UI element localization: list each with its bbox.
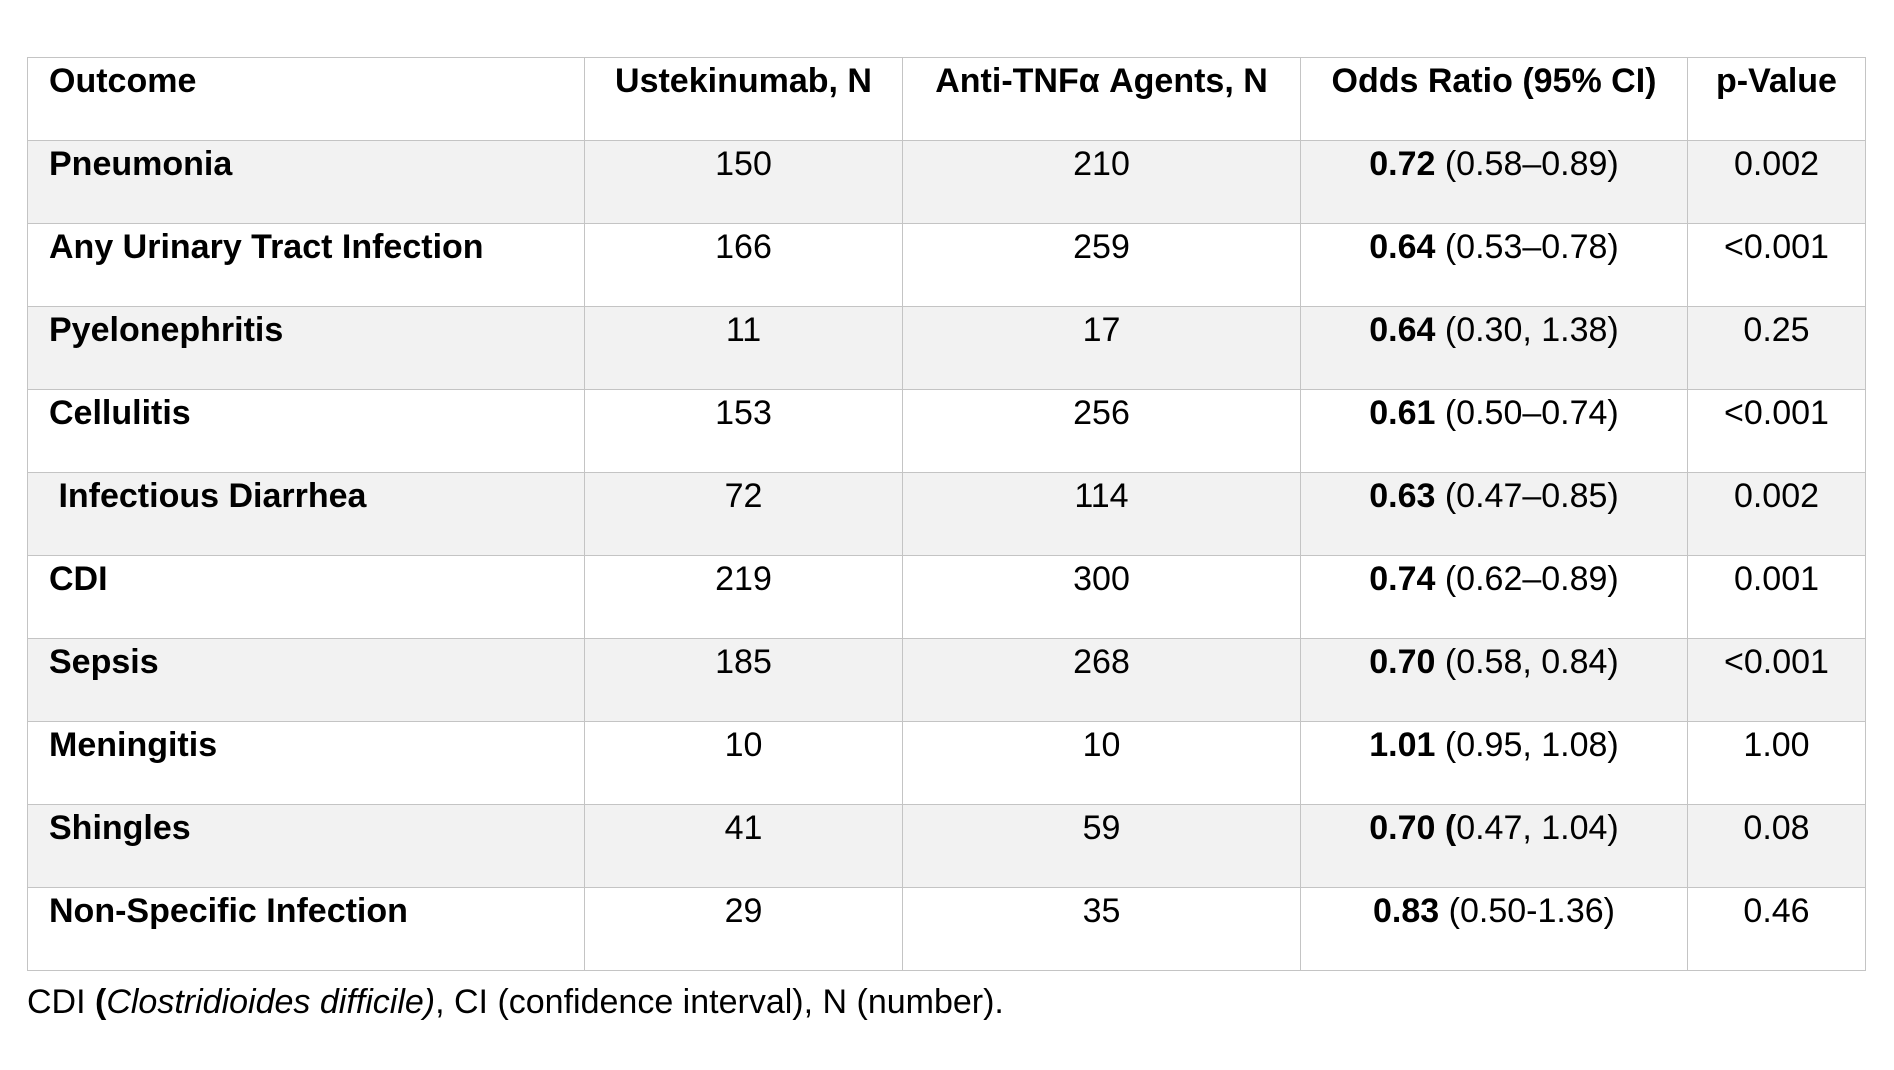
outcome-cell: Cellulitis — [27, 389, 585, 473]
p-value-cell: 0.002 — [1687, 140, 1866, 224]
table-row: Pneumonia 150 210 0.72 (0.58–0.89) 0.002 — [27, 140, 1866, 224]
odds-ratio-ci: (0.62–0.89) — [1435, 560, 1619, 598]
outcome-cell: Sepsis — [27, 638, 585, 722]
footnote-organism: Clostridioides difficile) — [106, 983, 436, 1021]
odds-ratio-ci: (0.58–0.89) — [1435, 145, 1619, 183]
ustekinumab-count-cell: 10 — [584, 721, 903, 805]
table-body: Pneumonia 150 210 0.72 (0.58–0.89) 0.002 Any … — [27, 140, 1866, 971]
odds-ratio-ci: 0.47, 1.04) — [1456, 809, 1619, 847]
table-row: Cellulitis 153 256 0.61 (0.50–0.74) <0.001 — [27, 389, 1866, 473]
header-p-value: p-Value — [1687, 57, 1866, 141]
odds-ratio-cell: 0.74 (0.62–0.89) — [1300, 555, 1688, 639]
anti-tnf-count-cell: 210 — [902, 140, 1301, 224]
header-outcome: Outcome — [27, 57, 585, 141]
ustekinumab-count-cell: 153 — [584, 389, 903, 473]
odds-ratio-value: 0.83 — [1373, 892, 1440, 930]
table-row: Non-Specific Infection 29 35 0.83 (0.50-1.3… — [27, 887, 1866, 971]
anti-tnf-count-cell: 17 — [902, 306, 1301, 390]
p-value-cell: 0.002 — [1687, 472, 1866, 556]
footnote-open-paren: ( — [95, 983, 107, 1021]
p-value-cell: 0.46 — [1687, 887, 1866, 971]
anti-tnf-count-cell: 114 — [902, 472, 1301, 556]
p-value-cell: <0.001 — [1687, 223, 1866, 307]
header-ustekinumab: Ustekinumab, N — [584, 57, 903, 141]
table-row: Any Urinary Tract Infection 166 259 0.64 (0… — [27, 223, 1866, 307]
ustekinumab-count-cell: 219 — [584, 555, 903, 639]
p-value-cell: 0.25 — [1687, 306, 1866, 390]
ustekinumab-count-cell: 11 — [584, 306, 903, 390]
odds-ratio-cell: 1.01 (0.95, 1.08) — [1300, 721, 1688, 805]
odds-ratio-ci: (0.50-1.36) — [1439, 892, 1615, 930]
p-value-cell: <0.001 — [1687, 638, 1866, 722]
p-value-cell: 0.001 — [1687, 555, 1866, 639]
table-row: Shingles 41 59 0.70 (0.47, 1.04) 0.08 — [27, 804, 1866, 888]
table-row: Meningitis 10 10 1.01 (0.95, 1.08) 1.00 — [27, 721, 1866, 805]
outcome-cell: Any Urinary Tract Infection — [27, 223, 585, 307]
odds-ratio-value: 0.61 — [1369, 394, 1436, 432]
odds-ratio-value: 0.70 ( — [1369, 809, 1457, 847]
table-footnote: CDI (Clostridioides difficile), CI (conf… — [27, 985, 1004, 1019]
odds-ratio-value: 0.72 — [1369, 145, 1436, 183]
anti-tnf-count-cell: 35 — [902, 887, 1301, 971]
p-value-cell: 0.08 — [1687, 804, 1866, 888]
odds-ratio-cell: 0.61 (0.50–0.74) — [1300, 389, 1688, 473]
outcome-cell: Non-Specific Infection — [27, 887, 585, 971]
header-anti-tnf: Anti-TNFα Agents, N — [902, 57, 1301, 141]
p-value-cell: <0.001 — [1687, 389, 1866, 473]
anti-tnf-count-cell: 10 — [902, 721, 1301, 805]
odds-ratio-cell: 0.70 (0.47, 1.04) — [1300, 804, 1688, 888]
header-odds-ratio: Odds Ratio (95% CI) — [1300, 57, 1688, 141]
outcome-cell: Shingles — [27, 804, 585, 888]
footnote-rest: , CI (confidence interval), N (number). — [435, 983, 1004, 1021]
odds-ratio-cell: 0.72 (0.58–0.89) — [1300, 140, 1688, 224]
anti-tnf-count-cell: 268 — [902, 638, 1301, 722]
odds-ratio-value: 0.64 — [1369, 311, 1436, 349]
odds-ratio-cell: 0.64 (0.53–0.78) — [1300, 223, 1688, 307]
odds-ratio-cell: 0.63 (0.47–0.85) — [1300, 472, 1688, 556]
odds-ratio-cell: 0.83 (0.50-1.36) — [1300, 887, 1688, 971]
ustekinumab-count-cell: 150 — [584, 140, 903, 224]
table-row: Sepsis 185 268 0.70 (0.58, 0.84) <0.001 — [27, 638, 1866, 722]
odds-ratio-value: 1.01 — [1369, 726, 1436, 764]
anti-tnf-count-cell: 300 — [902, 555, 1301, 639]
anti-tnf-count-cell: 59 — [902, 804, 1301, 888]
ustekinumab-count-cell: 185 — [584, 638, 903, 722]
outcome-cell: Infectious Diarrhea — [27, 472, 585, 556]
odds-ratio-value: 0.64 — [1369, 228, 1436, 266]
ustekinumab-count-cell: 166 — [584, 223, 903, 307]
ustekinumab-count-cell: 41 — [584, 804, 903, 888]
odds-ratio-ci: (0.30, 1.38) — [1435, 311, 1619, 349]
odds-ratio-value: 0.63 — [1369, 477, 1436, 515]
odds-ratio-value: 0.74 — [1369, 560, 1436, 598]
ustekinumab-count-cell: 29 — [584, 887, 903, 971]
outcome-cell: CDI — [27, 555, 585, 639]
anti-tnf-count-cell: 256 — [902, 389, 1301, 473]
table-row: Pyelonephritis 11 17 0.64 (0.30, 1.38) 0.25 — [27, 306, 1866, 390]
outcome-cell: Pneumonia — [27, 140, 585, 224]
table-row: Infectious Diarrhea 72 114 0.63 (0.47–0.85)… — [27, 472, 1866, 556]
p-value-cell: 1.00 — [1687, 721, 1866, 805]
outcome-cell: Pyelonephritis — [27, 306, 585, 390]
odds-ratio-ci: (0.47–0.85) — [1435, 477, 1619, 515]
odds-ratio-ci: (0.50–0.74) — [1435, 394, 1619, 432]
table-header-row: Outcome Ustekinumab, N Anti-TNFα Agents,… — [27, 57, 1866, 141]
odds-ratio-ci: (0.58, 0.84) — [1435, 643, 1619, 681]
table-row: CDI 219 300 0.74 (0.62–0.89) 0.001 — [27, 555, 1866, 639]
ustekinumab-count-cell: 72 — [584, 472, 903, 556]
odds-ratio-cell: 0.64 (0.30, 1.38) — [1300, 306, 1688, 390]
odds-ratio-cell: 0.70 (0.58, 0.84) — [1300, 638, 1688, 722]
footnote-abbr: CDI — [27, 983, 95, 1021]
odds-ratio-ci: (0.53–0.78) — [1435, 228, 1619, 266]
odds-ratio-ci: (0.95, 1.08) — [1435, 726, 1619, 764]
anti-tnf-count-cell: 259 — [902, 223, 1301, 307]
outcome-cell: Meningitis — [27, 721, 585, 805]
outcomes-table: Outcome Ustekinumab, N Anti-TNFα Agents,… — [27, 57, 1866, 971]
odds-ratio-value: 0.70 — [1369, 643, 1436, 681]
